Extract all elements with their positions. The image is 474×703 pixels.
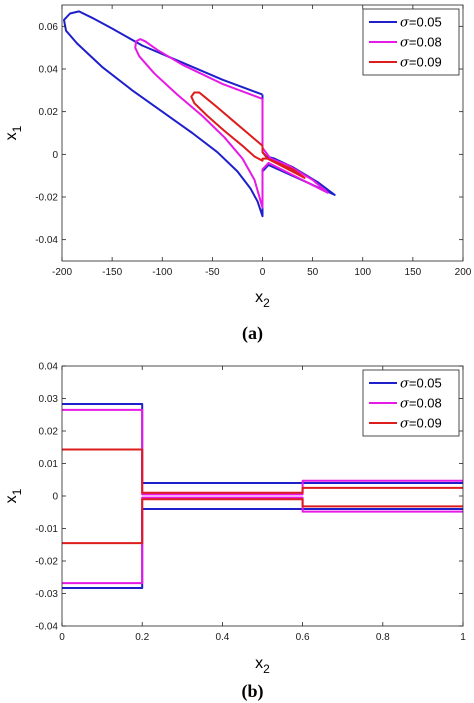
series-line-2-part-2	[62, 496, 463, 585]
y-tick-label: -0.02	[35, 557, 58, 568]
x-tick-label: 50	[307, 267, 319, 278]
y-tick-label: -0.02	[35, 193, 58, 204]
legend: σ=0.05 σ=0.08 σ=0.09	[362, 8, 460, 76]
y-tick-label: -0.04	[35, 622, 58, 633]
chart-a: -200 -150 -100 -50 0 50 100 150 200 -0.04 -0.02 0 0.…	[3, 4, 472, 344]
y-tick-label: 0	[52, 492, 58, 503]
x-tick-label: 0.2	[135, 632, 149, 643]
series-line-3-part-2	[62, 498, 463, 545]
y-tick-label: 0.04	[39, 65, 59, 76]
y-tick-label: 0.04	[39, 362, 59, 373]
x-tick-label: 0	[260, 267, 266, 278]
x-tick-label: -200	[52, 267, 72, 278]
y-tick-label: 0.03	[39, 394, 59, 405]
plot-area	[62, 403, 463, 589]
x-tick-label: 0	[59, 632, 65, 643]
y-axis-label: x1	[3, 488, 24, 503]
x-tick-label: 1	[460, 632, 466, 643]
y-tick-label: 0.02	[39, 107, 59, 118]
legend-entry: σ=0.08	[400, 35, 442, 51]
plot-area	[63, 10, 336, 218]
series-line-3	[190, 91, 306, 179]
y-tick-label: -0.03	[35, 589, 58, 600]
series-line-3-part-1	[62, 448, 463, 494]
y-tick-label: 0.06	[39, 22, 59, 33]
legend-entry: σ=0.09	[400, 55, 442, 71]
series-line-1-part-2	[62, 508, 463, 589]
x-tick-label: 0.4	[215, 632, 229, 643]
y-tick-label: 0.02	[39, 427, 59, 438]
series-line-2	[134, 38, 329, 209]
legend-entry: σ=0.05	[400, 376, 442, 392]
x-tick-label: 150	[405, 267, 422, 278]
x-tick-label: 0.6	[296, 632, 310, 643]
y-axis-label: x1	[3, 125, 24, 140]
x-axis-label: x2	[255, 289, 270, 310]
legend-entry: σ=0.08	[400, 396, 442, 412]
x-tick-label: -150	[102, 267, 122, 278]
x-tick-label: -50	[205, 267, 220, 278]
x-axis-label: x2	[255, 655, 270, 676]
x-tick-label: 100	[354, 267, 371, 278]
legend: σ=0.05 σ=0.08 σ=0.09	[362, 369, 460, 437]
legend-entry: σ=0.05	[400, 15, 442, 31]
y-tick-label: 0	[52, 150, 58, 161]
series-line-2-part-1	[62, 408, 463, 496]
y-tick-label: -0.04	[35, 235, 58, 246]
figure-caption: (a)	[242, 323, 263, 344]
y-tick-label: 0.01	[39, 459, 59, 470]
y-tick-label: -0.01	[35, 524, 58, 535]
x-tick-label: 0.8	[376, 632, 390, 643]
chart-b: 0 0.2 0.4 0.6 0.8 1 -0.04 -0.03 -0.02 -0.01 0 0.01 0…	[3, 362, 466, 703]
legend-entry: σ=0.09	[400, 416, 442, 432]
x-tick-label: -100	[152, 267, 172, 278]
figure-caption: (b)	[242, 681, 264, 702]
x-tick-label: 200	[455, 267, 472, 278]
